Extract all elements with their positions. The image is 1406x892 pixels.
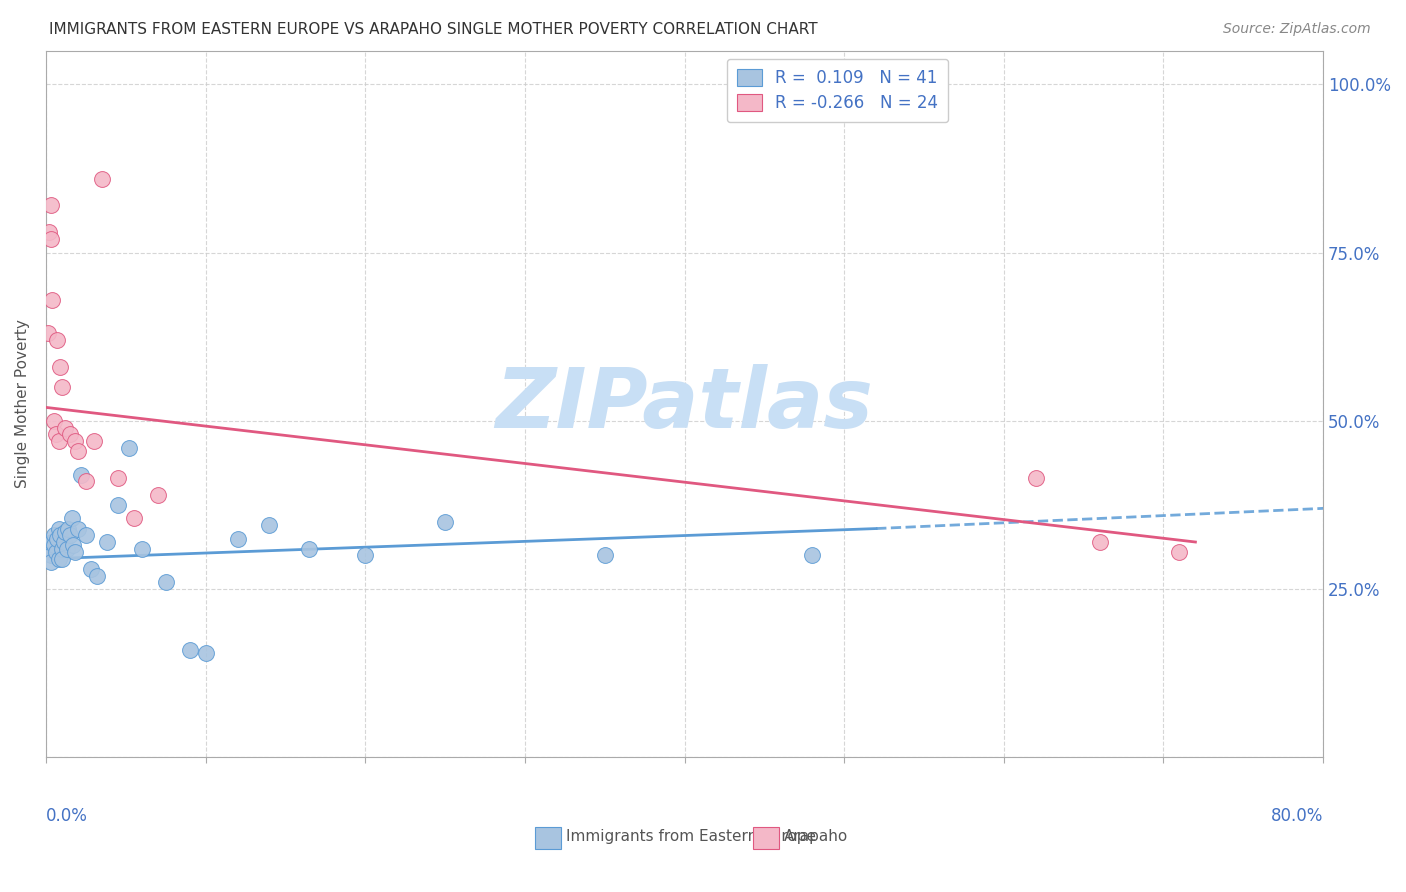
Point (46, 333, 69, 347)
Point (59, 528, 82, 542)
Point (354, 549, 377, 563)
Point (46, 532, 69, 546)
Point (48, 552, 70, 566)
Point (51, 541, 73, 556)
Point (60, 511, 83, 525)
Y-axis label: Single Mother Poverty: Single Mother Poverty (15, 319, 30, 489)
Point (39, 198, 62, 212)
Point (1088, 535, 1111, 549)
Point (45, 545, 67, 559)
Text: 0.0%: 0.0% (46, 807, 87, 825)
Text: IMMIGRANTS FROM EASTERN EUROPE VS ARAPAHO SINGLE MOTHER POVERTY CORRELATION CHAR: IMMIGRANTS FROM EASTERN EUROPE VS ARAPAH… (49, 22, 818, 37)
Point (62, 538, 84, 552)
Point (63, 545, 86, 559)
Point (107, 471, 129, 485)
Point (58, 522, 80, 536)
Text: 80.0%: 80.0% (1271, 807, 1323, 825)
Point (90, 171, 112, 186)
Point (42, 528, 65, 542)
Point (38, 541, 60, 556)
Point (226, 532, 249, 546)
Point (298, 541, 321, 556)
Point (51, 380, 73, 394)
Point (48, 522, 70, 536)
Point (259, 518, 281, 533)
Text: Immigrants from Eastern Europe: Immigrants from Eastern Europe (567, 830, 817, 844)
Point (41, 535, 63, 549)
Point (96, 535, 118, 549)
Point (146, 488, 169, 502)
Point (48, 434, 70, 448)
Point (51, 552, 73, 566)
Point (41, 293, 63, 307)
Point (70, 467, 93, 482)
Point (75, 475, 97, 489)
Point (75, 528, 97, 542)
Point (37, 326, 59, 341)
Point (593, 549, 616, 563)
Point (37, 538, 59, 552)
Point (39, 232, 62, 246)
Point (434, 515, 457, 529)
Point (1025, 471, 1047, 485)
Point (122, 511, 145, 525)
Point (66, 444, 89, 458)
Point (63, 434, 86, 448)
Text: Arapaho: Arapaho (785, 830, 848, 844)
Point (194, 646, 217, 660)
Point (53, 524, 76, 539)
Point (39, 555, 62, 569)
Point (55, 541, 77, 556)
Text: Source: ZipAtlas.com: Source: ZipAtlas.com (1223, 22, 1371, 37)
Legend: R =  0.109   N = 41, R = -0.266   N = 24: R = 0.109 N = 41, R = -0.266 N = 24 (727, 59, 949, 122)
Point (107, 498, 129, 512)
Point (83, 434, 105, 448)
Point (1168, 545, 1191, 559)
Point (79, 562, 101, 576)
Point (801, 549, 824, 563)
Point (179, 642, 201, 657)
Point (131, 541, 153, 556)
Point (52, 535, 75, 549)
Point (45, 427, 67, 442)
Point (38, 226, 60, 240)
Point (42, 538, 65, 552)
Text: ZIPatlas: ZIPatlas (496, 364, 873, 444)
Point (155, 575, 177, 590)
Point (39, 549, 62, 563)
Point (86, 568, 108, 582)
Point (59, 427, 82, 442)
Point (49, 528, 72, 542)
Point (53, 420, 76, 434)
Point (66, 522, 89, 536)
Point (118, 441, 141, 455)
Point (42, 414, 65, 428)
Point (49, 359, 72, 374)
